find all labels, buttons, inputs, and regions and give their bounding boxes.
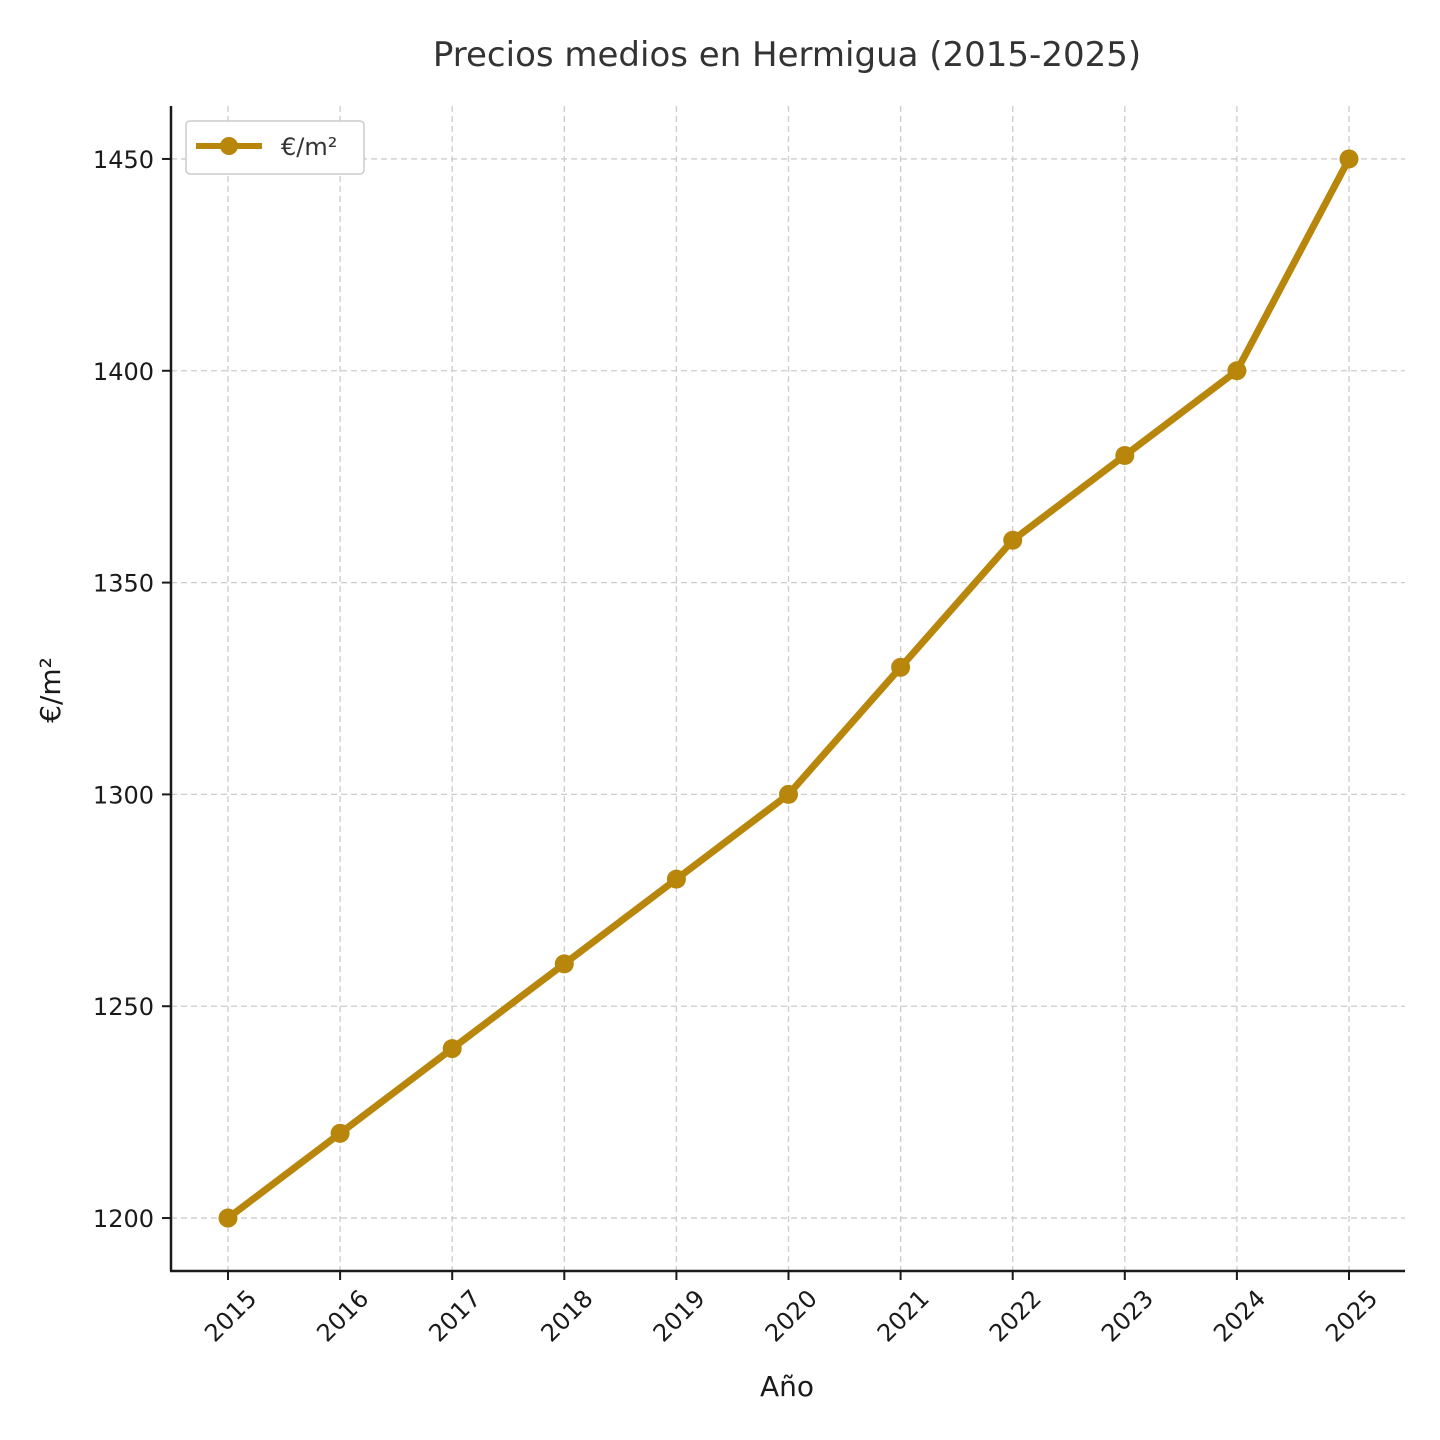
- data-point: [1115, 446, 1135, 465]
- legend-label: €/m²: [281, 133, 337, 161]
- data-point: [218, 1208, 238, 1228]
- y-tick-label: 1300: [93, 781, 154, 809]
- data-point: [330, 1123, 350, 1143]
- y-tick-label: 1200: [93, 1205, 154, 1233]
- x-tick-label: 2022: [984, 1284, 1047, 1347]
- data-point: [442, 1039, 462, 1059]
- x-tick-label: 2019: [648, 1284, 711, 1347]
- x-tick-label: 2020: [760, 1284, 823, 1347]
- y-tick-label: 1250: [93, 993, 154, 1021]
- data-point: [554, 954, 574, 974]
- x-tick-label: 2023: [1096, 1284, 1159, 1347]
- x-tick-label: 2025: [1320, 1284, 1383, 1347]
- x-ticks: 2015 2016 2017 2018 2019 2020 2021 2022 2023 2024…: [199, 1271, 1383, 1347]
- series: [218, 149, 1359, 1228]
- data-point: [1227, 361, 1247, 381]
- chart-title: Precios medios en Hermigua (2015-2025): [433, 35, 1141, 75]
- grid: [171, 106, 1405, 1271]
- data-point: [666, 869, 686, 889]
- x-tick-label: 2017: [423, 1284, 486, 1347]
- data-point: [1003, 530, 1023, 550]
- data-point: [891, 657, 911, 677]
- x-axis-label: Año: [760, 1370, 814, 1403]
- y-tick-label: 1350: [93, 570, 154, 598]
- x-tick-label: 2021: [872, 1284, 935, 1347]
- x-tick-label: 2024: [1208, 1284, 1271, 1347]
- y-ticks: 1200 1250 1300 1350 1400 1450: [93, 146, 171, 1233]
- y-tick-label: 1450: [93, 146, 154, 174]
- legend: €/m²: [185, 120, 365, 175]
- x-tick-label: 2016: [311, 1284, 374, 1347]
- y-tick-label: 1400: [93, 358, 154, 386]
- x-tick-label: 2018: [536, 1284, 599, 1347]
- legend-marker: [220, 137, 238, 155]
- x-tick-label: 2015: [199, 1284, 262, 1347]
- legend-box: [185, 120, 365, 175]
- data-point: [779, 784, 798, 804]
- data-point: [1339, 149, 1359, 169]
- y-axis-label: €/m²: [34, 657, 67, 723]
